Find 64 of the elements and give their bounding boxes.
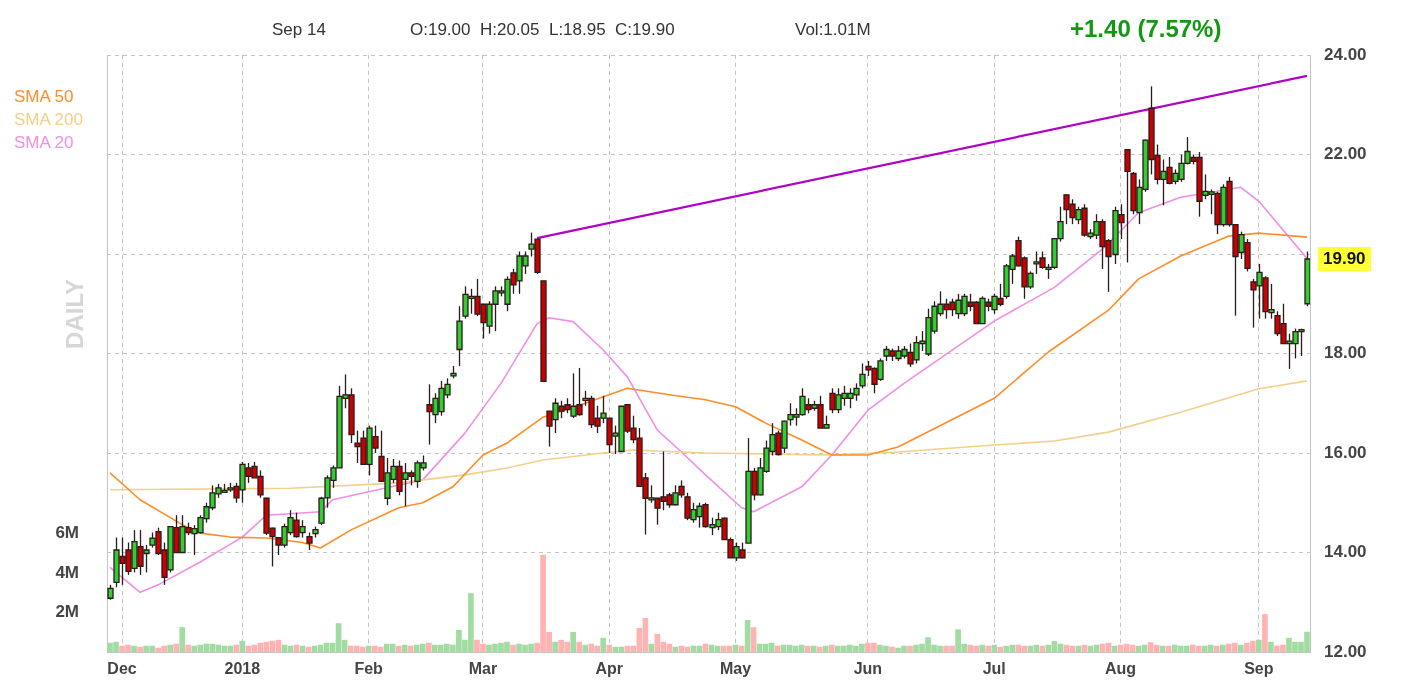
bar <box>774 645 781 652</box>
bar <box>810 645 817 652</box>
bar <box>407 645 414 652</box>
bar <box>1219 644 1226 652</box>
bar <box>582 644 589 652</box>
bar <box>395 645 402 652</box>
x-tick-label: Jul <box>982 660 1006 678</box>
bar <box>167 644 173 652</box>
bar <box>828 644 835 652</box>
text: Sep 14 <box>272 20 326 40</box>
bar <box>137 646 143 652</box>
bar <box>1262 614 1268 652</box>
bar <box>600 637 607 652</box>
bar <box>401 644 408 652</box>
y2-tick-label: 2M <box>55 602 79 622</box>
x-tick-label: Apr <box>595 660 624 678</box>
text: Vol:1.01M <box>795 20 871 40</box>
y-tick-label: 16.00 <box>1324 442 1367 462</box>
bar <box>233 644 240 652</box>
bar <box>985 645 992 652</box>
text: +1.40 (7.57%) <box>1070 15 1222 43</box>
bar <box>131 645 137 652</box>
bar <box>991 644 998 652</box>
bar <box>804 645 811 652</box>
text: SMA 50 <box>14 86 75 108</box>
bar <box>816 646 823 652</box>
text: 19.90 <box>1318 246 1371 271</box>
x-tick-label: Dec <box>107 660 137 678</box>
bar <box>173 643 179 652</box>
bar <box>979 644 986 652</box>
y2-tick-label: 4M <box>55 562 79 582</box>
bar <box>997 646 1004 652</box>
y-tick-label: 22.00 <box>1324 144 1367 164</box>
bar <box>1213 645 1220 652</box>
text: O:19.00 H:20.05 L:18.95 C:19.90 <box>410 20 675 40</box>
bar <box>510 644 516 652</box>
x-tick-label: Feb <box>354 660 384 678</box>
y-tick-label: 14.00 <box>1324 542 1367 562</box>
bar <box>552 641 558 652</box>
bar <box>1238 644 1244 652</box>
bar <box>570 631 576 652</box>
bar <box>889 646 895 652</box>
y2-tick-label: 6M <box>55 523 79 543</box>
y-tick-label: 12.00 <box>1324 641 1367 661</box>
text: SMA 20 <box>14 132 75 154</box>
bar <box>425 642 432 652</box>
x-tick-label: Mar <box>468 660 498 678</box>
x-tick-label: May <box>720 660 752 678</box>
bar <box>179 627 186 652</box>
bar <box>822 645 829 652</box>
bar <box>907 645 913 652</box>
bar <box>606 644 613 652</box>
bar <box>1256 639 1262 652</box>
bar <box>576 641 583 652</box>
candlestick <box>859 362 866 389</box>
x-tick-label: Jun <box>853 660 883 678</box>
x-tick-label: 2018 <box>224 660 261 678</box>
y-tick-label: 24.00 <box>1324 44 1367 64</box>
text: SMA 200 <box>14 109 83 131</box>
x-tick-label: Sep <box>1244 660 1274 678</box>
x-tick-label: Aug <box>1104 660 1137 678</box>
y-tick-label: 18.00 <box>1324 343 1367 363</box>
bar <box>185 644 192 652</box>
bar <box>1268 641 1274 652</box>
